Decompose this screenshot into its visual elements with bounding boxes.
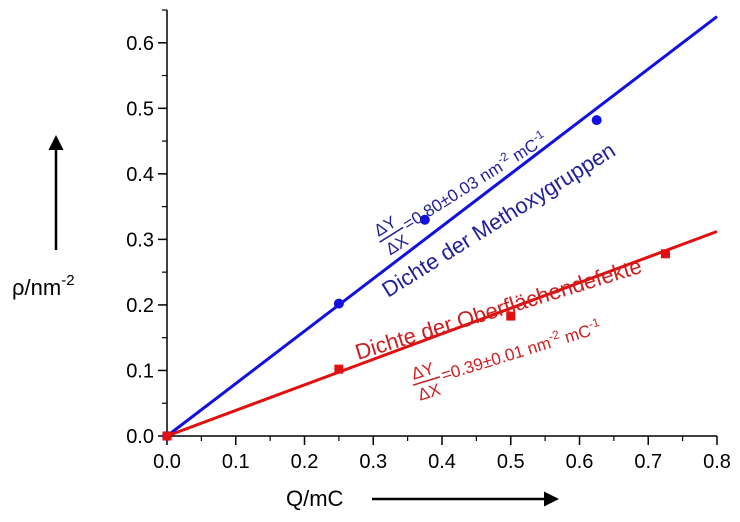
data-points bbox=[162, 115, 670, 441]
x-tick-label: 0.4 bbox=[428, 451, 456, 473]
fit-line-red bbox=[166, 230, 718, 438]
x-tick-label: 0.5 bbox=[497, 451, 525, 473]
y-axis-label: ρ/nm-2 bbox=[12, 272, 75, 300]
data-point-blue bbox=[591, 115, 602, 126]
x-tick-label: 0.7 bbox=[634, 451, 662, 473]
y-tick-label: 0.0 bbox=[126, 426, 154, 448]
x-tick-label: 0.1 bbox=[222, 451, 250, 473]
x-tick-label: 0.2 bbox=[291, 451, 319, 473]
data-point-red bbox=[506, 311, 516, 321]
data-point-blue bbox=[419, 214, 430, 225]
fit-lines bbox=[166, 15, 718, 438]
svg-text:=0.80±0.03 nm-2 mC-1: =0.80±0.03 nm-2 mC-1 bbox=[398, 127, 551, 234]
data-point-red bbox=[162, 431, 172, 441]
y-tick-label: 0.3 bbox=[126, 229, 154, 251]
y-tick-label: 0.2 bbox=[126, 295, 154, 317]
fit-line-blue bbox=[166, 15, 718, 438]
y-ticks: 0.0 0.1 0.2 0.3 0.4 0.5 0.6 bbox=[126, 9, 167, 448]
x-ticks: 0.0 0.1 0.2 0.3 0.4 0.5 0.6 0.7 0.8 bbox=[153, 436, 731, 473]
x-tick-label: 0.6 bbox=[566, 451, 594, 473]
x-tick-label: 0.3 bbox=[359, 451, 387, 473]
x-tick-label: 0.8 bbox=[703, 451, 731, 473]
y-tick-label: 0.4 bbox=[126, 164, 154, 186]
x-tick-label: 0.0 bbox=[153, 451, 181, 473]
data-point-blue bbox=[333, 298, 344, 309]
y-tick-label: 0.1 bbox=[126, 360, 154, 382]
data-point-red bbox=[334, 364, 344, 374]
x-axis-label: Q/mC bbox=[286, 486, 344, 511]
y-tick-label: 0.5 bbox=[126, 98, 154, 120]
data-point-red bbox=[660, 249, 670, 259]
y-tick-label: 0.6 bbox=[126, 33, 154, 55]
